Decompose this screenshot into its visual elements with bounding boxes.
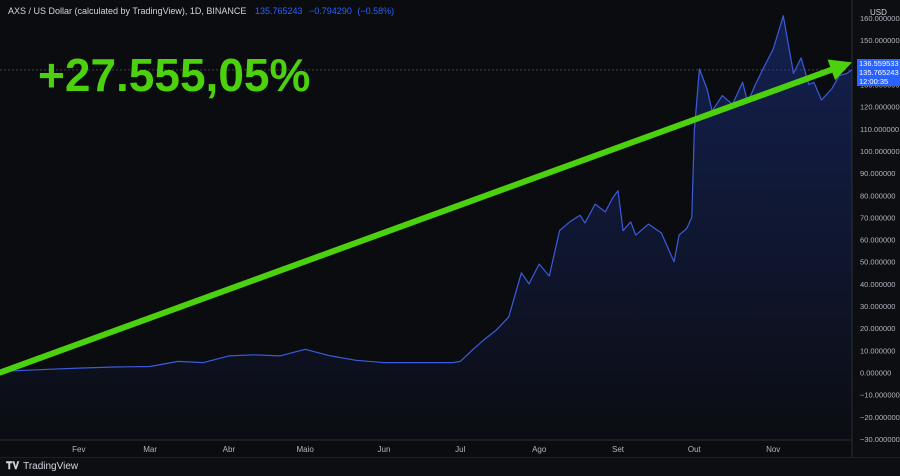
bar-countdown-tag: 12:00:35 [857,76,900,86]
area-fill-layer [0,15,852,440]
annotation-arrow [0,59,852,376]
x-tick-label: Ago [532,445,547,454]
y-tick-label: 60.000000 [860,236,895,245]
y-tick-label: −30.000000 [860,435,900,444]
x-tick-label: Fev [72,445,85,454]
x-tick-label: Nov [766,445,780,454]
x-tick-label: Jul [455,445,465,454]
y-tick-label: 30.000000 [860,302,895,311]
y-tick-label: 70.000000 [860,213,895,222]
y-tick-label: 80.000000 [860,191,895,200]
last-price-tag: 135.765243 [857,67,900,77]
price-area-fill [0,15,852,440]
price-line-layer [0,15,853,372]
y-tick-label: 160.000000 [860,14,900,23]
y-tick-label: 90.000000 [860,169,895,178]
x-tick-label: Abr [223,445,236,454]
y-tick-label: −10.000000 [860,391,900,400]
arrow-head-icon [827,59,852,81]
tradingview-brand[interactable]: 𝐓𝐕 TradingView [6,461,78,472]
y-tick-label: 110.000000 [860,125,899,134]
y-tick-label: 100.000000 [860,147,900,156]
y-tick-label: 50.000000 [860,258,895,267]
y-tick-label: −20.000000 [860,413,900,422]
last-price: 135.765243 [254,6,303,16]
brand-label: TradingView [23,461,79,472]
crosshair-price-tag: 136.559533 [857,58,900,68]
x-tick-labels: Fev Mar Abr Maio Jun Jul Ago Set Out Nov [72,445,780,454]
x-tick-label: Out [688,445,702,454]
footer-bar: 𝐓𝐕 TradingView [0,457,900,476]
y-tick-label: 150.000000 [860,36,900,45]
price-series-line [0,15,853,372]
symbol-title[interactable]: AXS / US Dollar (calculated by TradingVi… [8,6,247,16]
price-change: −0.794290 [309,6,352,16]
y-tick-label: 120.000000 [860,103,900,112]
percent-gain-headline: +27.555,05% [38,49,311,101]
x-tick-label: Jun [378,445,391,454]
y-tick-label: 20.000000 [860,324,895,333]
x-tick-label: Set [612,445,625,454]
tv-logo-icon: 𝐓𝐕 [6,461,20,472]
y-tick-labels: 160.000000150.000000130.000000120.000000… [860,14,900,444]
y-tick-label: 10.000000 [860,346,895,355]
x-tick-label: Maio [297,445,315,454]
y-tick-label: 40.000000 [860,280,895,289]
symbol-header: AXS / US Dollar (calculated by TradingVi… [8,6,394,16]
y-tick-label: 0.000000 [860,369,891,378]
currency-label[interactable]: USD [870,8,887,17]
x-tick-label: Mar [143,445,157,454]
price-change-percent: (−0.58%) [357,6,395,16]
arrow-shaft [0,66,835,376]
